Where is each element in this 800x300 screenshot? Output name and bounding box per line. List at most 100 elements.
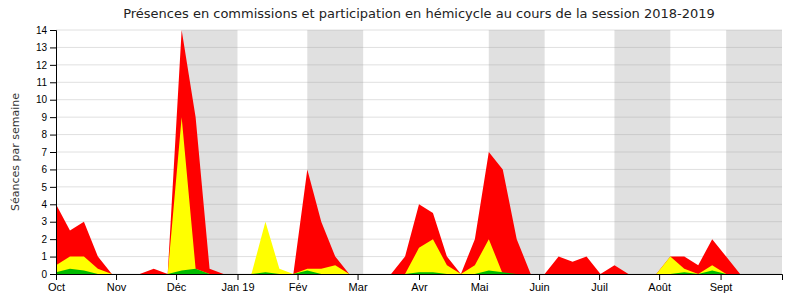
y-tick-label: 7 — [41, 147, 47, 158]
x-tick-mark — [419, 274, 420, 280]
grid-line — [56, 64, 782, 65]
y-tick-label: 10 — [36, 94, 48, 105]
grid — [56, 30, 782, 274]
x-tick: Juin — [529, 274, 549, 293]
x-tick-label: Avr — [411, 281, 428, 293]
x-axis-line — [57, 275, 783, 281]
y-tick-mark — [50, 82, 56, 83]
y-tick: 11 — [37, 77, 56, 88]
y-tick: 1 — [41, 251, 56, 262]
grid-line — [56, 30, 782, 31]
grid-line — [56, 82, 782, 83]
y-tick-mark — [50, 135, 56, 136]
y-tick: 12 — [36, 60, 56, 71]
y-tick-mark — [50, 47, 56, 48]
y-tick-label: 14 — [36, 25, 48, 36]
y-tick-label: 0 — [41, 269, 47, 280]
x-tick-mark — [238, 274, 239, 280]
y-axis-title: Séances par semaine — [9, 93, 22, 211]
plot-area — [56, 30, 782, 274]
x-tick-label: Nov — [107, 281, 127, 293]
x-tick-mark — [176, 274, 177, 280]
y-axis: 01234567891011121314 — [36, 25, 57, 280]
y-tick-label: 1 — [41, 251, 47, 262]
grid-line — [56, 134, 782, 135]
x-tick-mark — [539, 274, 540, 280]
y-tick-mark — [50, 169, 56, 170]
y-tick-mark — [50, 152, 56, 153]
y-tick: 6 — [41, 164, 56, 175]
x-tick: Fév — [289, 274, 308, 293]
x-tick-label: Fév — [289, 281, 308, 293]
y-tick: 14 — [36, 25, 56, 36]
area-series — [56, 269, 768, 274]
x-tick-mark — [479, 274, 480, 280]
y-tick-mark — [50, 187, 56, 188]
y-tick-label: 6 — [41, 164, 47, 175]
x-tick: Jan 19 — [221, 274, 254, 293]
x-tick-label: Jan 19 — [221, 281, 254, 293]
y-tick: 13 — [36, 42, 56, 53]
chart-title: Présences en commissions et participatio… — [123, 6, 715, 21]
y-tick: 5 — [41, 182, 56, 193]
x-tick-mark — [116, 274, 117, 280]
y-tick-mark — [50, 274, 56, 275]
y-tick-label: 8 — [41, 129, 47, 140]
y-tick-mark — [50, 30, 56, 31]
x-tick-label: Juil — [591, 281, 608, 293]
y-tick-mark — [50, 100, 56, 101]
y-tick: 9 — [41, 112, 56, 123]
y-tick-label: 3 — [41, 216, 47, 227]
y-axis-line — [50, 31, 57, 275]
x-tick: Juil — [591, 274, 608, 293]
x-tick: Déc — [167, 274, 187, 293]
grid-line — [56, 152, 782, 153]
y-tick: 2 — [41, 234, 56, 245]
y-tick-mark — [50, 257, 56, 258]
y-tick-label: 5 — [41, 182, 47, 193]
x-axis: Oct Nov Déc Jan 19 Fév Mar Avr Mai Juin Juil Août S… — [48, 274, 783, 293]
x-tick-mark — [358, 274, 359, 280]
y-tick-mark — [50, 222, 56, 223]
area-series — [56, 117, 768, 274]
x-tick-label: Déc — [167, 281, 187, 293]
y-tick-mark — [50, 239, 56, 240]
x-tick: Avr — [411, 274, 428, 293]
y-tick: 7 — [41, 147, 56, 158]
grid-line — [56, 117, 782, 118]
x-tick-label: Mar — [349, 281, 368, 293]
x-tick-label: Mai — [471, 281, 489, 293]
x-tick-label: Oct — [48, 281, 65, 293]
area-series — [56, 30, 768, 274]
y-tick-mark — [50, 204, 56, 205]
x-tick-mark — [599, 274, 600, 280]
chart: Oct Nov Déc Jan 19 Fév Mar Avr Mai Juin Juil Août S… — [0, 0, 800, 300]
x-tick: Sept — [710, 274, 733, 293]
y-tick-label: 2 — [41, 234, 47, 245]
grid-line — [56, 99, 782, 100]
grid-line — [56, 186, 782, 187]
x-tick-label: Août — [648, 281, 671, 293]
shaded-band — [614, 30, 670, 274]
y-tick-label: 9 — [41, 112, 47, 123]
x-tick-label: Juin — [529, 281, 549, 293]
y-tick-label: 11 — [37, 77, 48, 88]
y-tick: 0 — [41, 269, 56, 280]
grid-line — [56, 169, 782, 170]
x-tick-label: Sept — [710, 281, 733, 293]
x-tick: Mai — [471, 274, 489, 293]
x-tick-mark — [659, 274, 660, 280]
x-tick: Nov — [107, 274, 127, 293]
y-tick-label: 12 — [36, 60, 48, 71]
x-tick-mark — [721, 274, 722, 280]
grid-line — [56, 47, 782, 48]
x-tick: Mar — [349, 274, 368, 293]
y-tick: 8 — [41, 129, 56, 140]
x-tick: Oct — [48, 274, 65, 293]
y-tick-mark — [50, 65, 56, 66]
y-tick-label: 4 — [41, 199, 47, 210]
y-tick: 10 — [36, 94, 56, 105]
x-tick-mark — [298, 274, 299, 280]
x-tick: Août — [648, 274, 671, 293]
y-tick-mark — [50, 117, 56, 118]
